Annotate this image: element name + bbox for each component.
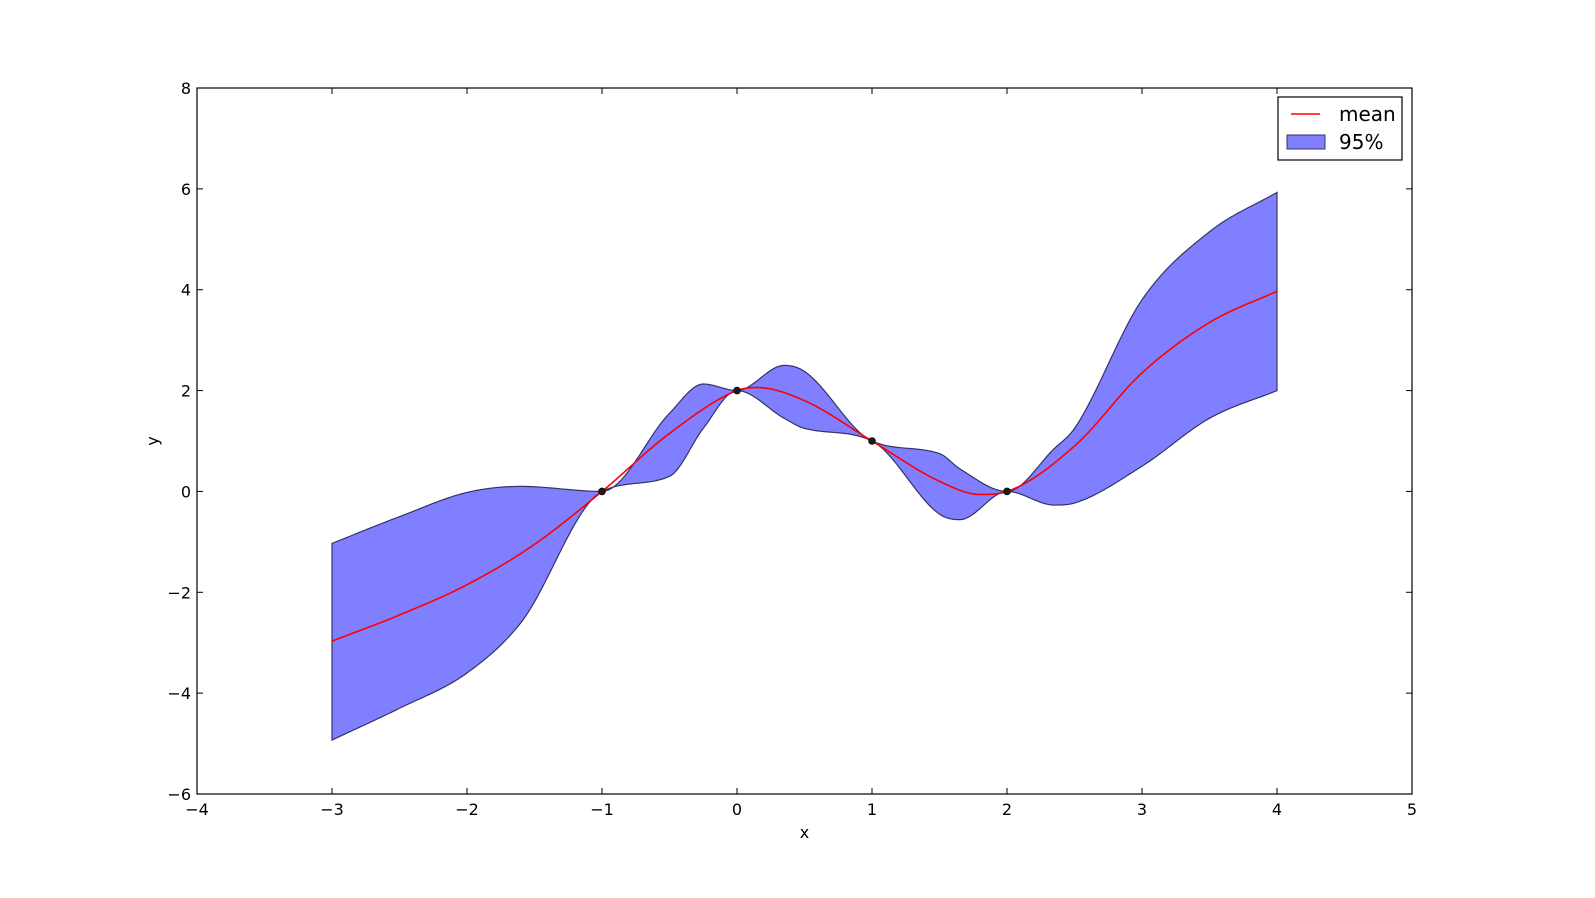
x-tick-label: 1	[867, 800, 877, 819]
y-tick-label: 4	[181, 281, 191, 300]
observation-point	[868, 437, 876, 445]
observation-point	[598, 487, 606, 496]
y-tick-label: −4	[167, 684, 191, 703]
x-tick-label: 5	[1407, 800, 1417, 819]
x-tick-label: 3	[1137, 800, 1147, 819]
y-tick-label: −2	[167, 583, 191, 602]
x-tick-label: 2	[1002, 800, 1012, 819]
confidence-band-layer	[331, 191, 1278, 741]
x-tick-label: −1	[590, 800, 614, 819]
x-tick-label: −2	[455, 800, 479, 819]
plot-frame	[196, 87, 1413, 795]
y-tick-label: −6	[167, 785, 191, 804]
x-tick-label: −3	[320, 800, 344, 819]
y-tick-label: 0	[181, 482, 191, 501]
y-axis-label: y	[143, 436, 162, 445]
x-tick-label: 4	[1272, 800, 1282, 819]
y-tick-label: 8	[181, 79, 191, 98]
observation-points-layer	[598, 386, 1011, 496]
y-tick-label: 6	[181, 180, 191, 199]
legend-band-label: 95%	[1339, 130, 1383, 154]
x-tick-label: −4	[185, 800, 209, 819]
legend-band-swatch	[1286, 134, 1326, 150]
observation-point	[733, 386, 741, 395]
y-tick-label: 2	[181, 382, 191, 401]
x-axis-label: x	[800, 823, 809, 842]
legend: mean 95%	[1277, 96, 1403, 161]
legend-mean-label: mean	[1339, 102, 1396, 126]
mean-line	[331, 290, 1278, 642]
confidence-band-area	[331, 191, 1278, 741]
mean-line-layer	[331, 290, 1278, 642]
x-tick-label: 0	[732, 800, 742, 819]
observation-point	[1003, 487, 1011, 496]
